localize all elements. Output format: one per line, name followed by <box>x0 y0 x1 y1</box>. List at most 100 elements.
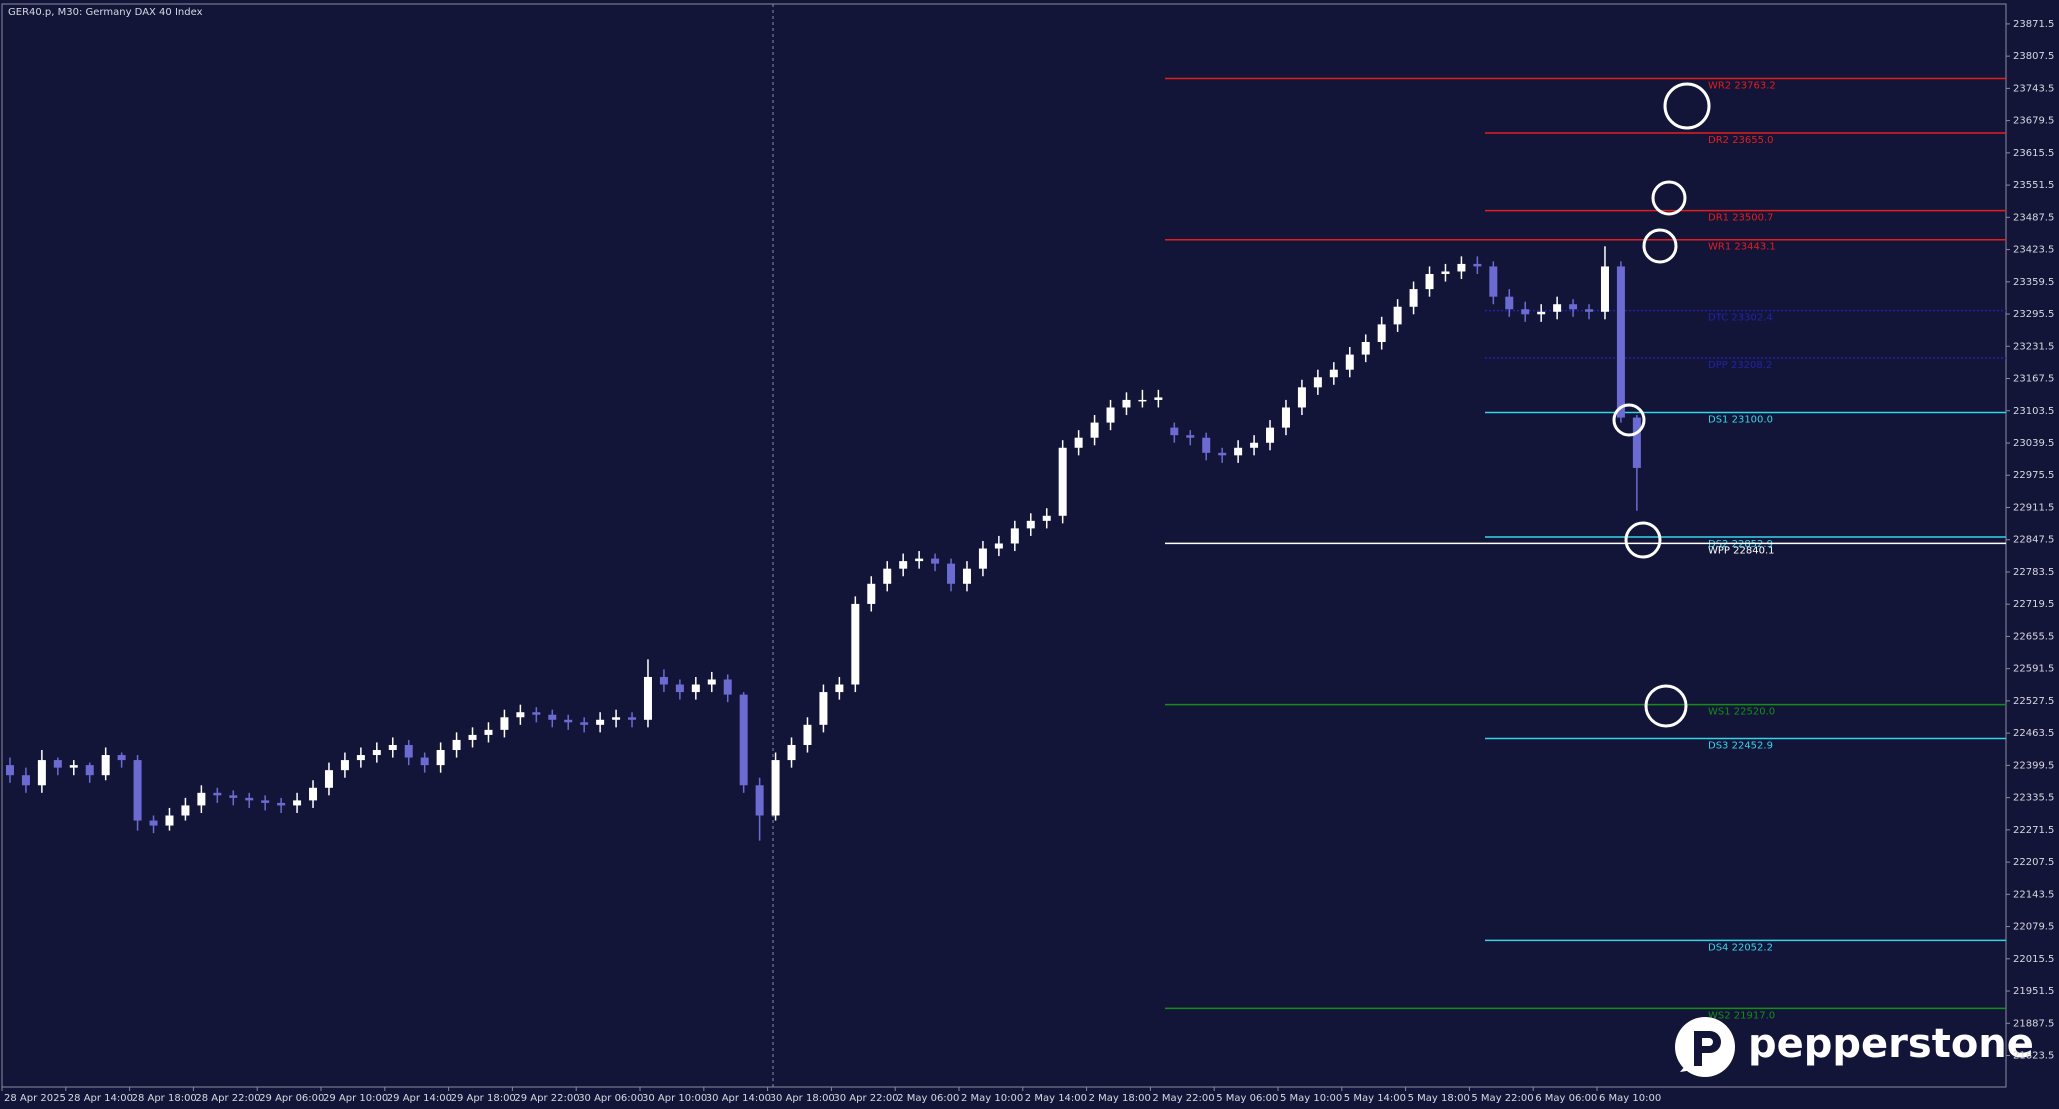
plot-frame <box>1 3 2007 1088</box>
candle-body <box>1266 427 1275 443</box>
x-tick-label: 28 Apr 14:00 <box>68 1093 133 1104</box>
pivot-levels: WR2 23763.2 DR2 23655.0 DR1 23500.7 WR1 234… <box>1165 77 2006 1021</box>
axes: 23871.5 23807.5 23743.5 23679.5 23615.5 23551… <box>1 19 2054 1104</box>
x-tick-label: 6 May 06:00 <box>1535 1093 1597 1104</box>
candle-body <box>899 561 908 569</box>
candle-body <box>372 750 381 756</box>
candle-body <box>548 714 557 720</box>
candle-body <box>340 760 349 771</box>
y-tick-label: 23039.5 <box>2013 438 2054 449</box>
y-tick-label: 23423.5 <box>2013 245 2054 256</box>
y-tick-label: 22463.5 <box>2013 728 2054 739</box>
candle-body <box>213 792 222 796</box>
candle-body <box>596 719 605 725</box>
candle-body <box>277 802 286 806</box>
candle-body <box>420 757 429 766</box>
candle-body <box>1616 266 1625 418</box>
y-tick-label: 22911.5 <box>2013 502 2054 513</box>
x-tick-label: 5 May 06:00 <box>1216 1093 1278 1104</box>
x-tick-label: 2 May 18:00 <box>1089 1093 1151 1104</box>
x-tick-label: 29 Apr 22:00 <box>514 1093 579 1104</box>
x-tick-label: 29 Apr 06:00 <box>259 1093 324 1104</box>
candle-body <box>1632 417 1641 468</box>
x-tick-label: 28 Apr 18:00 <box>132 1093 197 1104</box>
level-label: DS2 22852.9 <box>1708 539 1773 550</box>
candle-body <box>580 722 589 725</box>
x-tick-label: 2 May 06:00 <box>897 1093 959 1104</box>
candle-body <box>133 760 142 821</box>
level-label: DR1 23500.7 <box>1708 213 1774 224</box>
candle-body <box>1313 377 1322 388</box>
candle-body <box>37 760 46 786</box>
logo-tail <box>1680 1060 1693 1072</box>
y-tick-label: 22847.5 <box>2013 535 2054 546</box>
x-tick-label: 28 Apr 2025 <box>4 1093 66 1104</box>
candle-body <box>947 563 956 584</box>
y-tick-label: 22079.5 <box>2013 922 2054 933</box>
highlight-circle <box>1624 521 1662 559</box>
candle-body <box>931 558 940 564</box>
candle-body <box>1393 306 1402 325</box>
candle-body <box>1600 266 1609 312</box>
candle-body <box>1218 452 1227 456</box>
candle-body <box>1377 324 1386 342</box>
y-tick-label: 23295.5 <box>2013 309 2054 320</box>
candle-body <box>1138 399 1147 402</box>
y-tick-label: 22015.5 <box>2013 954 2054 965</box>
candle-body <box>1170 427 1179 436</box>
candle-body <box>452 739 461 751</box>
candle-body <box>324 770 333 788</box>
highlight-circle <box>1644 684 1688 728</box>
candle-body <box>691 684 700 693</box>
y-tick-label: 23743.5 <box>2013 83 2054 94</box>
y-tick-label: 22335.5 <box>2013 793 2054 804</box>
candle-body <box>1473 263 1482 267</box>
candle-body <box>1569 304 1578 310</box>
candle-body <box>309 787 318 801</box>
candle-body <box>643 676 652 720</box>
y-tick-label: 22271.5 <box>2013 825 2054 836</box>
x-tick-label: 2 May 22:00 <box>1152 1093 1214 1104</box>
candle-body <box>962 568 971 584</box>
candle-body <box>149 820 158 826</box>
candle-body <box>1234 447 1243 456</box>
y-tick-label: 23487.5 <box>2013 212 2054 223</box>
candle-body <box>1585 309 1594 312</box>
candle-body <box>819 692 828 725</box>
candle-body <box>229 795 238 798</box>
y-tick-label: 23167.5 <box>2013 374 2054 385</box>
level-label: WS1 22520.0 <box>1708 707 1775 718</box>
candle-body <box>5 765 14 776</box>
candle-body <box>404 744 413 758</box>
candle-body <box>1521 309 1530 315</box>
y-tick-label: 22655.5 <box>2013 631 2054 642</box>
annotations <box>1612 82 1711 728</box>
x-tick-label: 30 Apr 06:00 <box>578 1093 643 1104</box>
candle-body <box>1250 442 1259 448</box>
candle-body <box>293 800 302 806</box>
candle-body <box>468 734 477 740</box>
y-tick-label: 21823.5 <box>2013 1051 2054 1062</box>
x-tick-label: 30 Apr 18:00 <box>770 1093 835 1104</box>
candle-body <box>388 744 397 751</box>
candle-body <box>787 744 796 761</box>
candle-body <box>659 676 668 685</box>
x-tick-label: 2 May 14:00 <box>1025 1093 1087 1104</box>
candle-body <box>1154 397 1163 400</box>
x-tick-label: 6 May 10:00 <box>1599 1093 1661 1104</box>
candle-body <box>867 583 876 604</box>
candle-body <box>1026 520 1035 529</box>
candle-body <box>101 755 110 776</box>
candles <box>5 246 1641 841</box>
candle-body <box>1202 437 1211 453</box>
x-tick-label: 29 Apr 14:00 <box>387 1093 452 1104</box>
x-tick-label: 5 May 18:00 <box>1408 1093 1470 1104</box>
candle-body <box>1329 369 1338 378</box>
candle-body <box>1186 435 1195 438</box>
y-tick-label: 22143.5 <box>2013 889 2054 900</box>
candle-body <box>197 792 206 806</box>
level-label: DS1 23100.0 <box>1708 415 1773 426</box>
candle-body <box>1345 354 1354 370</box>
